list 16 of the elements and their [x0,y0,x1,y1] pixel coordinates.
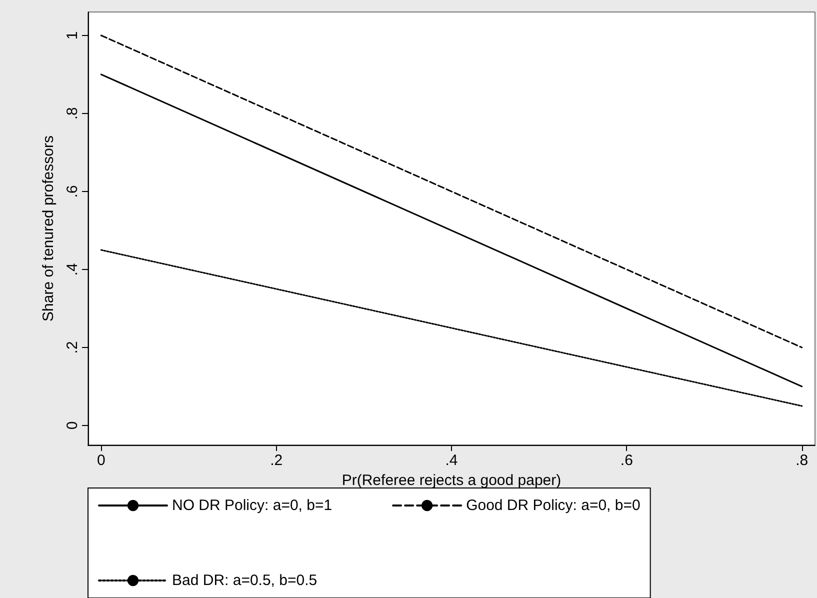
y-tick-label: .6 [64,185,81,198]
y-tick-label: .4 [64,263,81,276]
x-axis-title: Pr(Referee rejects a good paper) [342,472,562,489]
y-tick-label: .2 [64,341,81,354]
legend-label: Good DR Policy: a=0, b=0 [466,497,640,514]
y-tick-label: 1 [64,31,81,40]
y-axis-title: Share of tenured professors [40,136,57,322]
legend-label: Bad DR: a=0.5, b=0.5 [172,572,318,589]
x-tick-label: 0 [96,452,106,469]
y-tick-label: 0 [64,421,81,430]
y-tick-label: .8 [64,107,81,120]
x-tick-label: .6 [620,452,633,469]
x-tick-label: .2 [270,452,283,469]
legend-label: NO DR Policy: a=0, b=1 [172,497,332,514]
x-tick-label: .8 [796,452,808,469]
x-tick-label: .4 [445,452,458,469]
